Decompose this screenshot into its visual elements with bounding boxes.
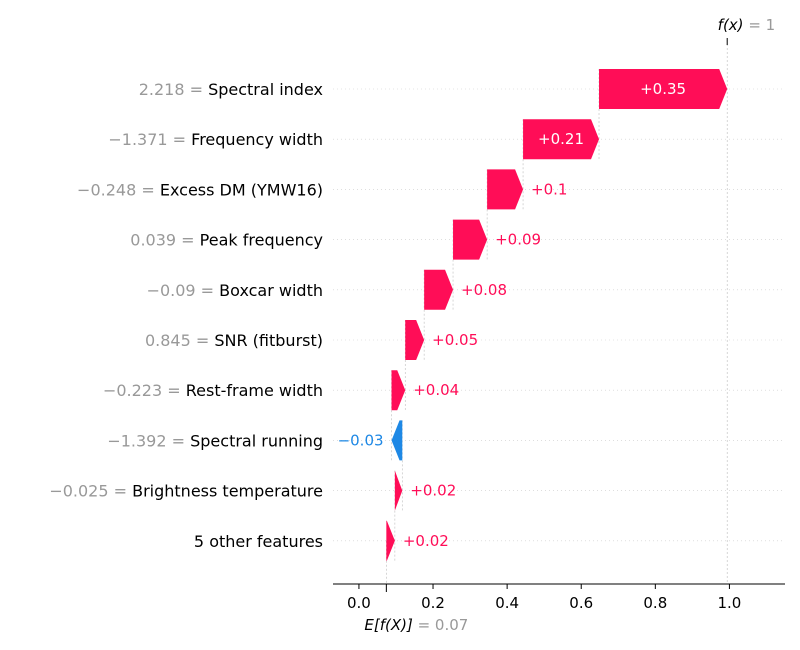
contribution-label: +0.1 xyxy=(531,180,567,198)
contribution-label: +0.08 xyxy=(461,281,507,299)
feature-value: 2.218 = xyxy=(139,80,208,99)
feature-name: Excess DM (YMW16) xyxy=(160,180,323,199)
feature-name: Peak frequency xyxy=(200,231,323,250)
feature-name: 5 other features xyxy=(194,532,323,551)
contribution-bar xyxy=(599,69,728,109)
x-tick-label: 0.6 xyxy=(569,594,593,612)
contribution-label: +0.09 xyxy=(495,231,541,249)
fx-value: = 1 xyxy=(744,16,776,34)
feature-value: −0.025 = xyxy=(49,482,132,501)
feature-row-label: 0.039 = Peak frequency xyxy=(130,231,323,250)
contribution-label: +0.02 xyxy=(403,532,449,550)
contribution-label: +0.05 xyxy=(432,331,478,349)
contribution-bar xyxy=(394,470,403,511)
feature-name: Brightness temperature xyxy=(132,482,323,501)
contribution-labels: +0.35 +0.21 +0.1 +0.09 +0.08 +0.05 +0.04 −0.03 +… xyxy=(338,80,687,550)
contribution-bar xyxy=(386,520,395,561)
feature-value: −1.371 = xyxy=(108,130,191,149)
feature-value: −0.09 = xyxy=(147,281,220,300)
feature-name: Spectral running xyxy=(190,431,323,450)
x-tick-label: 0.0 xyxy=(347,594,371,612)
fx-label: f(x) = 1 xyxy=(718,16,776,34)
feature-name: SNR (fitburst) xyxy=(214,331,323,350)
connector-lines xyxy=(386,40,728,584)
feature-row-label: −1.392 = Spectral running xyxy=(107,431,323,450)
contribution-label: +0.04 xyxy=(413,381,459,399)
feature-row-label: 0.845 = SNR (fitburst) xyxy=(145,331,323,350)
contribution-bar xyxy=(487,169,524,210)
feature-row-label: −0.09 = Boxcar width xyxy=(147,281,323,300)
x-axis: 0.0 0.2 0.4 0.6 0.8 1.0 xyxy=(333,583,785,612)
feature-value: −1.392 = xyxy=(107,431,190,450)
contribution-bar xyxy=(453,219,488,260)
feature-name: Frequency width xyxy=(191,130,323,149)
contribution-bar xyxy=(391,420,403,461)
x-tick-label: 0.2 xyxy=(421,594,445,612)
fx-symbol: f(x) xyxy=(718,16,744,34)
contribution-label: +0.21 xyxy=(538,130,584,148)
feature-name: Rest-frame width xyxy=(186,381,323,400)
expected-value-symbol: E[f(X)] xyxy=(364,616,413,634)
contribution-bar xyxy=(405,320,425,360)
feature-row-label: 2.218 = Spectral index xyxy=(139,80,323,99)
contribution-label: −0.03 xyxy=(338,431,384,449)
feature-row-label: −0.025 = Brightness temperature xyxy=(49,482,323,501)
expected-value-annotation: E[f(X)] = 0.07 xyxy=(364,584,468,634)
feature-name: Spectral index xyxy=(208,80,323,99)
contribution-label: +0.02 xyxy=(410,482,456,500)
feature-value: 0.039 = xyxy=(130,231,199,250)
contribution-bar xyxy=(391,370,406,411)
contribution-label: +0.35 xyxy=(640,80,686,98)
feature-labels: 2.218 = Spectral index −1.371 = Frequency… xyxy=(49,80,323,551)
feature-row-label: −0.223 = Rest-frame width xyxy=(103,381,323,400)
contribution-bar xyxy=(523,119,600,160)
feature-row-label: −1.371 = Frequency width xyxy=(108,130,323,149)
feature-value: −0.248 = xyxy=(77,180,160,199)
contribution-bar xyxy=(424,269,454,310)
feature-value: −0.223 = xyxy=(103,381,186,400)
feature-row-label: −0.248 = Excess DM (YMW16) xyxy=(77,180,323,199)
fx-annotation: f(x) = 1 xyxy=(718,16,776,45)
expected-value-label: E[f(X)] = 0.07 xyxy=(364,616,468,634)
x-tick-label: 1.0 xyxy=(717,594,741,612)
feature-name: Boxcar width xyxy=(219,281,323,300)
expected-value-value: = 0.07 xyxy=(413,616,469,634)
feature-row-label: 5 other features xyxy=(194,532,323,551)
contribution-bars xyxy=(386,69,728,561)
x-tick-label: 0.4 xyxy=(495,594,519,612)
x-tick-label: 0.8 xyxy=(643,594,667,612)
feature-value: 0.845 = xyxy=(145,331,214,350)
